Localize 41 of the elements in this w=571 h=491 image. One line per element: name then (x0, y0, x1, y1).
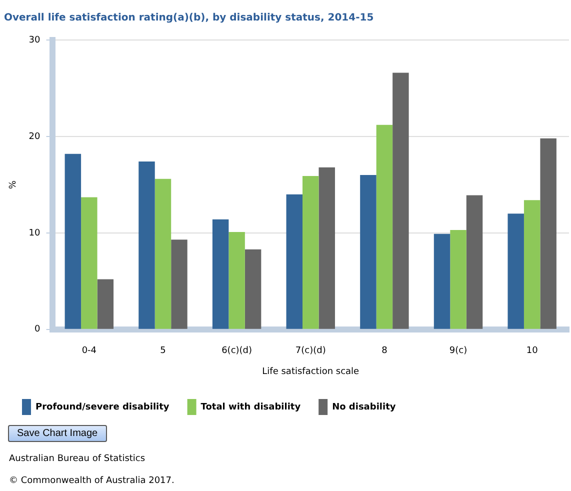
bar (64, 154, 82, 329)
x-tick-label: 9(c) (449, 346, 468, 356)
legend-label: No disability (332, 402, 396, 412)
bar (81, 197, 98, 329)
bar (154, 178, 172, 329)
y-axis-title: % (8, 180, 19, 189)
bar (360, 175, 376, 329)
bar (508, 214, 524, 329)
x-axis-title: Life satisfaction scale (262, 366, 360, 377)
x-tick-label: 0-4 (82, 346, 97, 356)
bar (138, 162, 155, 329)
bar (466, 195, 483, 329)
bar (392, 72, 409, 329)
y-tick-label: 20 (28, 132, 41, 142)
x-tick-label: 6(c)(d) (222, 346, 252, 356)
x-tick-label: 10 (526, 346, 538, 356)
y-tick-label: 30 (28, 35, 41, 46)
y-tick-label: 0 (34, 324, 41, 335)
x-tick-label: 8 (382, 346, 388, 356)
y-tick-label: 10 (28, 228, 41, 238)
bar (97, 279, 114, 329)
legend-label: Profound/severe disability (36, 402, 170, 412)
bar (171, 240, 188, 329)
bar (302, 176, 319, 329)
chart-title: Overall life satisfaction rating(a)(b), by disability status, 2014-15 (4, 12, 374, 24)
x-tick-label: 5 (160, 346, 166, 356)
bar (244, 249, 262, 329)
text: © Commonwealth of Australia 2017. (9, 476, 176, 486)
bar (450, 230, 466, 329)
bar (434, 234, 450, 329)
bar (376, 124, 393, 329)
bar (212, 219, 229, 329)
bar (318, 167, 335, 329)
bar (286, 194, 303, 329)
bar (228, 232, 245, 329)
text: Australian Bureau of Statistics (9, 454, 146, 464)
bar (524, 200, 540, 329)
save-button: Save Chart Image (8, 425, 107, 442)
legend-label: Total with disability (200, 402, 301, 412)
x-tick-label: 7(c)(d) (295, 346, 326, 356)
bar (540, 138, 556, 329)
